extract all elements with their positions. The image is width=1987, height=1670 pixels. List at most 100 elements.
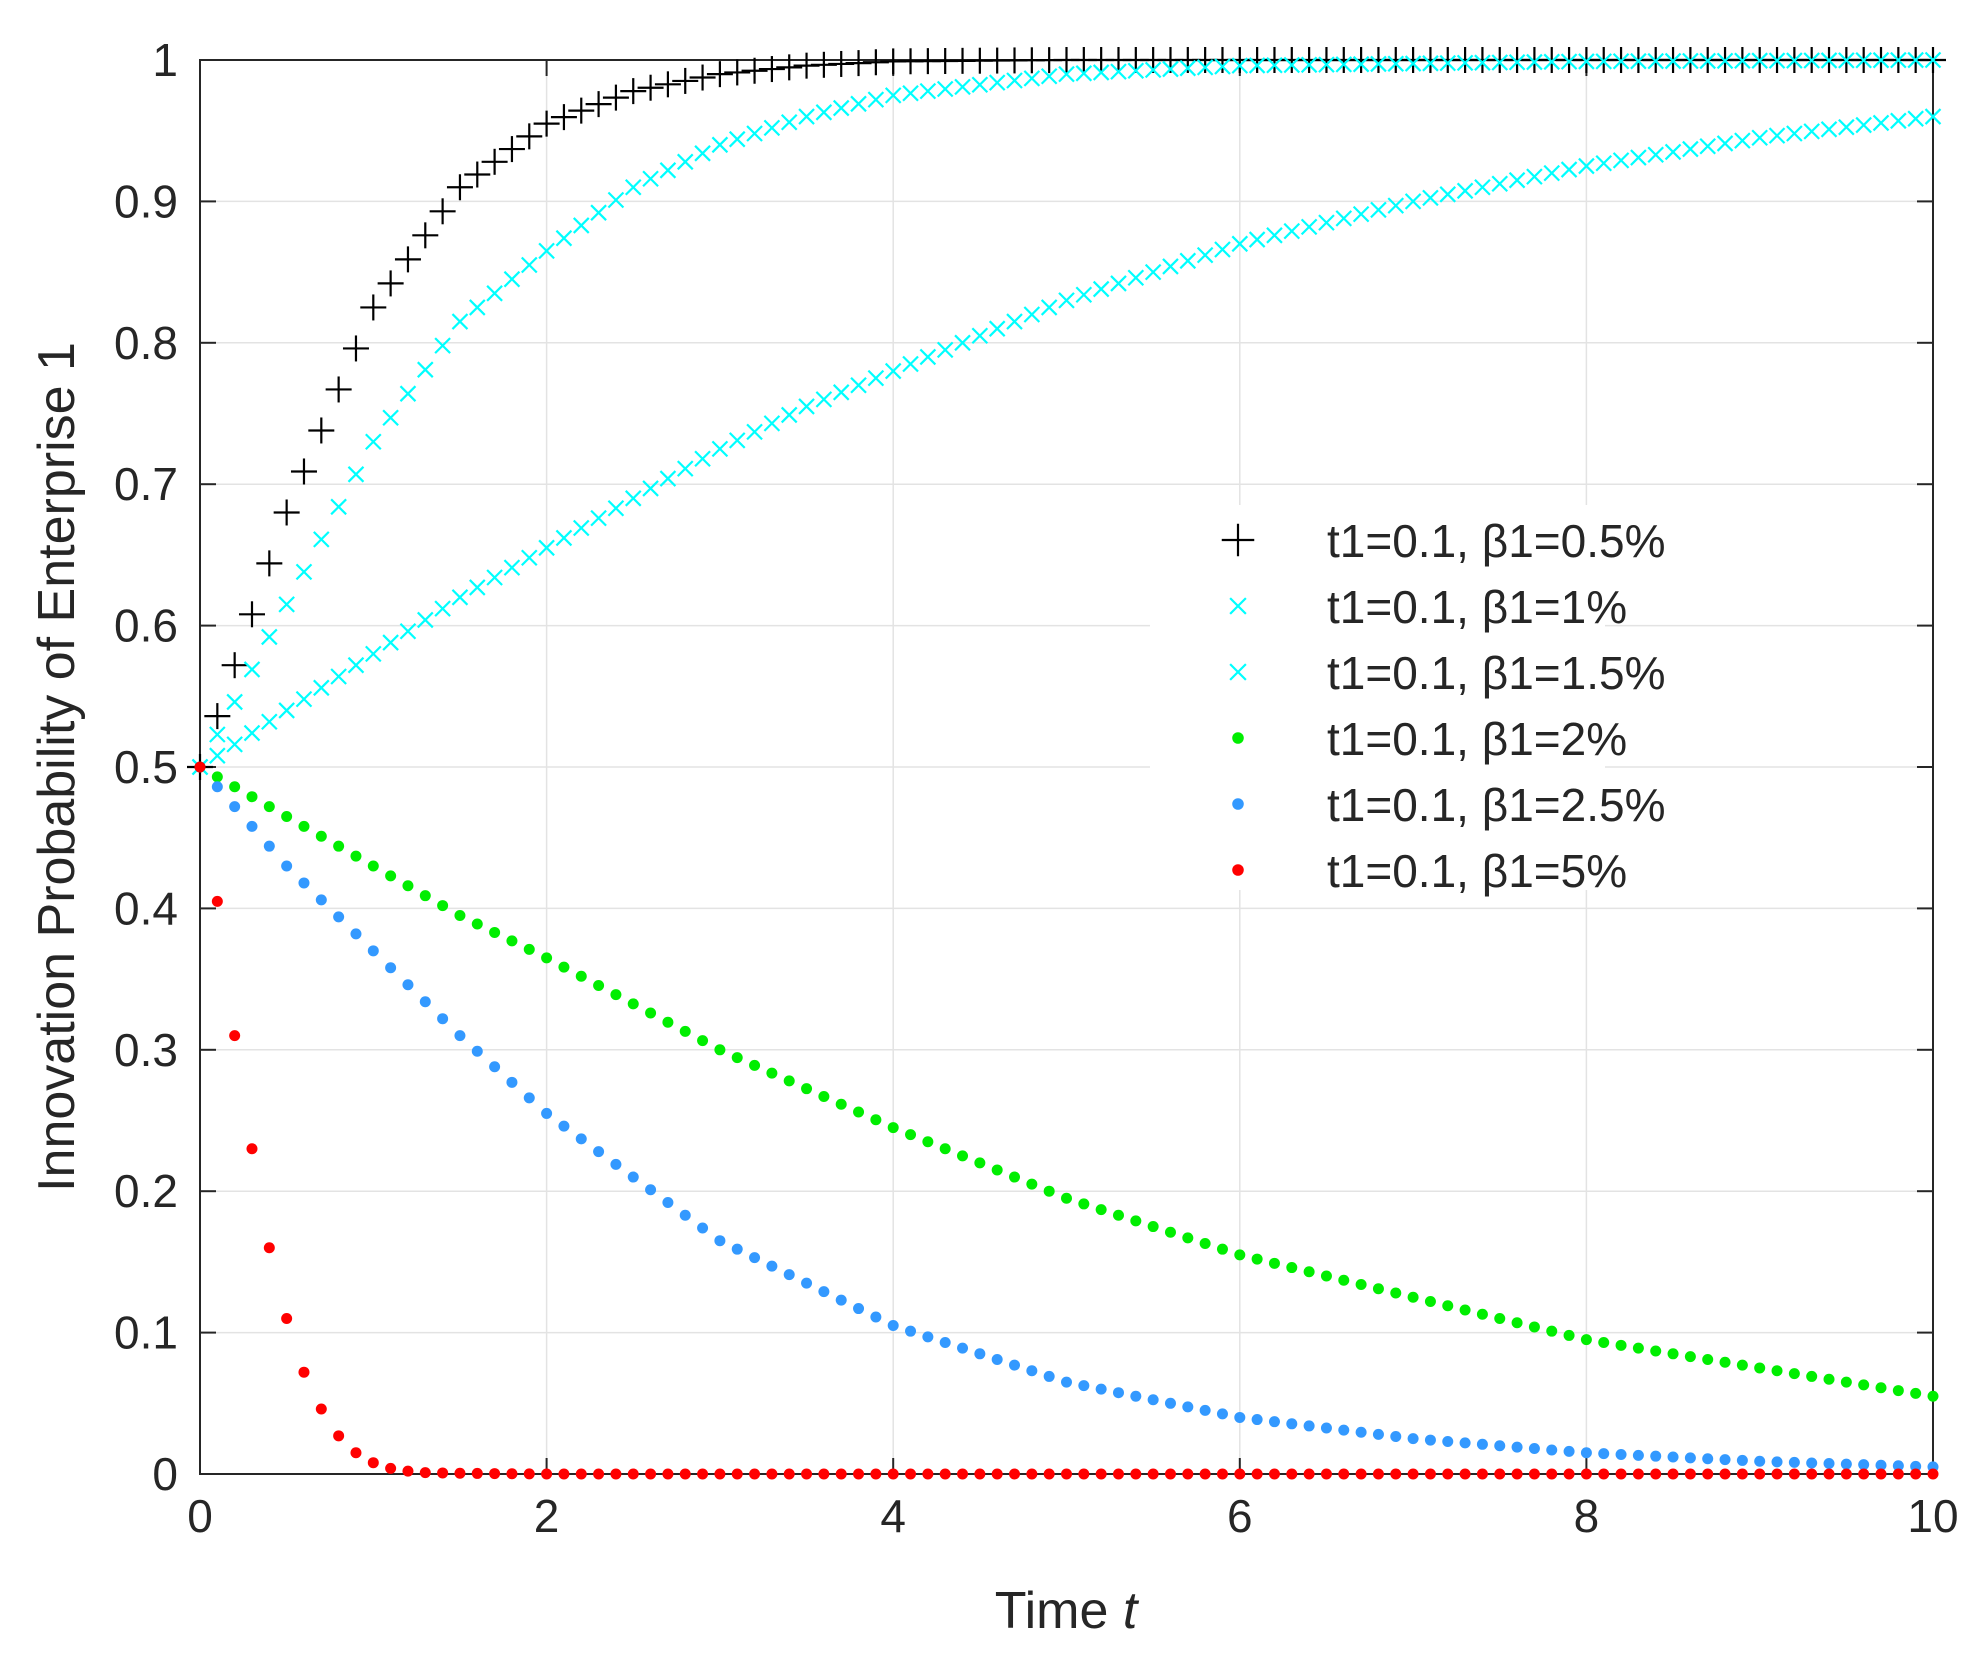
data-point: [853, 1303, 865, 1315]
data-point: [867, 91, 885, 108]
y-tick-label: 0: [152, 1448, 178, 1500]
data-point: [1474, 178, 1491, 196]
data-point: [1147, 1221, 1159, 1233]
data-point: [1130, 1215, 1142, 1227]
data-point: [602, 84, 629, 111]
data-point: [1061, 1468, 1072, 1480]
data-point: [1112, 1209, 1124, 1221]
data-point: [741, 57, 768, 84]
legend-entry: t1=0.1, β1=5%: [1232, 845, 1627, 897]
data-point: [382, 409, 399, 427]
data-point: [1890, 51, 1907, 69]
data-point: [290, 458, 317, 485]
data-point: [1075, 286, 1093, 304]
x-tick-label: 10: [1907, 1490, 1958, 1542]
data-point: [1771, 1365, 1783, 1377]
data-point: [1442, 1300, 1454, 1312]
data-point: [1268, 1468, 1280, 1480]
y-tick-label: 1: [152, 34, 178, 86]
data-point: [1009, 1468, 1021, 1480]
data-point: [365, 433, 382, 451]
data-point: [1476, 1308, 1488, 1320]
data-point: [1716, 135, 1734, 152]
data-point: [766, 1067, 778, 1079]
axis-tick-labels: 0 2 4 6 8 10 0 0.1 0.2 0.3 0.4 0.5 0.6 0.7 0.8 0.9 1: [114, 34, 1959, 1542]
data-point: [1528, 1321, 1540, 1333]
data-point: [1320, 1270, 1332, 1282]
data-point: [1560, 161, 1578, 178]
data-point: [1095, 1383, 1107, 1395]
data-point: [1023, 306, 1041, 323]
data-point: [437, 1013, 449, 1025]
data-point: [1855, 52, 1872, 69]
data-point: [922, 1468, 934, 1480]
data-point: [385, 870, 397, 882]
data-point: [229, 801, 241, 813]
data-point: [714, 1044, 726, 1056]
data-point: [1508, 171, 1526, 189]
data-point: [1095, 1204, 1107, 1216]
y-tick-label: 0.6: [114, 600, 178, 652]
data-point: [1494, 1312, 1506, 1324]
data-point: [1164, 1397, 1176, 1409]
data-point: [541, 1107, 553, 1119]
data-point: [1612, 52, 1630, 70]
data-point: [1355, 1279, 1367, 1291]
data-point: [1162, 60, 1179, 78]
data-point: [1806, 1370, 1818, 1382]
data-point: [1546, 1468, 1558, 1480]
data-point: [1667, 1468, 1679, 1480]
data-point: [541, 952, 553, 964]
data-point: [454, 1467, 466, 1479]
data-point: [1234, 1468, 1246, 1480]
data-point: [1598, 1468, 1610, 1480]
data-point: [243, 724, 261, 742]
data-point: [1352, 55, 1370, 73]
series-5: [194, 761, 1939, 1473]
data-point: [471, 918, 483, 930]
data-point: [1840, 1468, 1852, 1480]
data-point: [905, 1129, 917, 1141]
data-point: [1407, 1291, 1419, 1303]
data-point: [1439, 186, 1457, 203]
data-point: [538, 539, 555, 557]
data-point: [1664, 143, 1682, 161]
data-point: [243, 661, 261, 678]
data-point: [1110, 275, 1127, 292]
data-point: [1214, 58, 1231, 75]
data-point: [1422, 55, 1439, 72]
data-point: [1147, 1394, 1159, 1406]
x-tick-label: 2: [534, 1490, 560, 1542]
data-point: [1199, 1238, 1211, 1250]
data-point: [1786, 125, 1803, 142]
data-point: [1078, 1380, 1090, 1392]
data-point: [706, 61, 733, 88]
data-point: [1630, 149, 1647, 166]
legend-label: t1=0.1, β1=0.5%: [1327, 515, 1666, 567]
data-point: [350, 1447, 362, 1459]
data-point: [957, 1150, 969, 1162]
data-point: [1682, 52, 1699, 70]
data-point: [1615, 1339, 1627, 1351]
data-point: [1650, 1468, 1662, 1480]
data-point: [1456, 54, 1474, 72]
data-point: [798, 108, 815, 125]
data-point: [481, 148, 508, 175]
data-point: [974, 1157, 986, 1169]
legend-marker: [1221, 523, 1255, 557]
data-point: [385, 962, 397, 974]
data-point: [832, 99, 850, 117]
data-point: [1580, 1334, 1592, 1346]
data-point: [451, 313, 469, 330]
data-point: [1806, 1457, 1818, 1469]
data-point: [1699, 137, 1716, 155]
data-point: [1907, 51, 1924, 69]
data-point: [728, 432, 746, 449]
data-point: [1214, 241, 1231, 258]
data-point: [887, 1320, 899, 1332]
data-point: [1199, 1468, 1211, 1480]
data-point: [1355, 1426, 1367, 1438]
data-point: [1303, 1468, 1315, 1480]
data-point: [1026, 1178, 1038, 1190]
data-point: [454, 909, 466, 921]
